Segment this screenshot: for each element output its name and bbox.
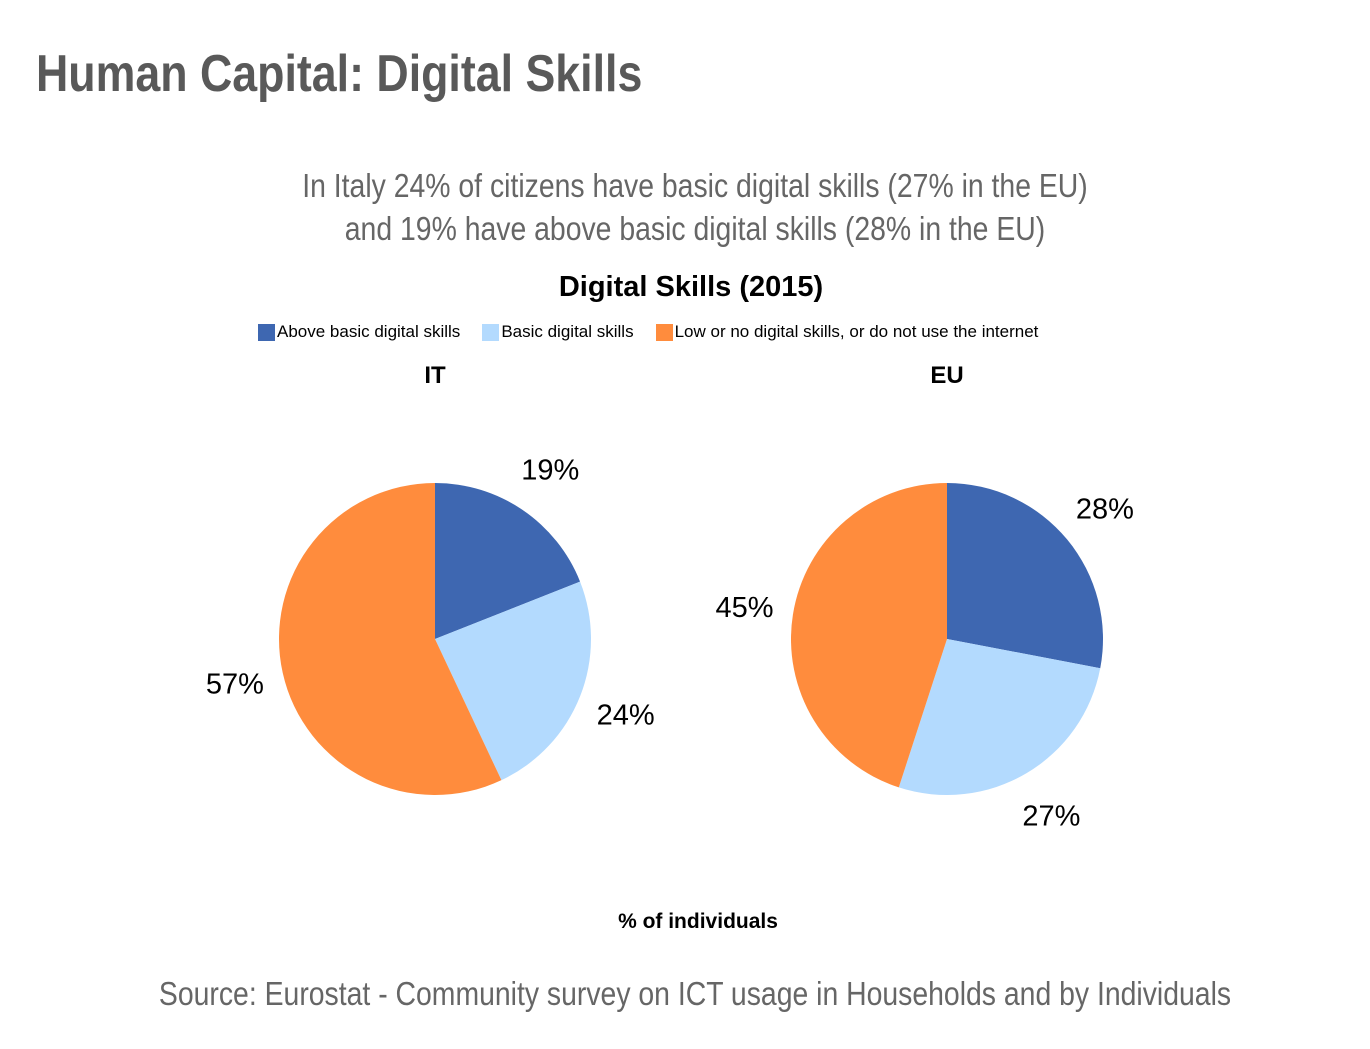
data-label: 57% xyxy=(206,669,264,701)
legend-item-above-basic: Above basic digital skills xyxy=(258,322,460,342)
data-label: 45% xyxy=(716,592,774,624)
legend-swatch xyxy=(655,323,673,341)
pie-slice-eu-1 xyxy=(898,639,1101,795)
legend-label: Above basic digital skills xyxy=(277,322,461,341)
pie-slice-eu-2 xyxy=(791,483,947,788)
pie-slice-eu-0 xyxy=(947,483,1103,669)
source-note: Source: Eurostat - Community survey on I… xyxy=(158,975,1232,1012)
pie-title-it: IT xyxy=(424,362,446,389)
data-label: 28% xyxy=(1076,493,1134,525)
data-label: 27% xyxy=(1022,800,1080,832)
x-axis-label: % of individuals xyxy=(618,910,778,933)
legend-label: Low or no digital skills, or do not use … xyxy=(674,322,1039,341)
data-label: 24% xyxy=(597,699,655,731)
legend-item-low: Low or no digital skills, or do not use … xyxy=(655,322,1039,342)
pie-slice-it-0 xyxy=(435,483,581,639)
pie-title-eu: EU xyxy=(930,362,964,389)
legend-swatch xyxy=(482,323,500,341)
legend-item-basic: Basic digital skills xyxy=(482,322,634,342)
pie-slice-it-1 xyxy=(435,581,591,781)
pie-slice-it-2 xyxy=(278,482,502,796)
subtitle-line-1: In Italy 24% of citizens have basic digi… xyxy=(302,167,1088,204)
page-title: Human Capital: Digital Skills xyxy=(36,45,643,103)
subtitle-line-2: and 19% have above basic digital skills … xyxy=(344,210,1046,247)
chart-title: Digital Skills (2015) xyxy=(558,271,824,303)
legend-swatch xyxy=(258,323,275,341)
data-label: 19% xyxy=(521,454,579,486)
legend-label: Basic digital skills xyxy=(501,322,634,341)
legend: Above basic digital skills Basic digital… xyxy=(258,322,1038,342)
